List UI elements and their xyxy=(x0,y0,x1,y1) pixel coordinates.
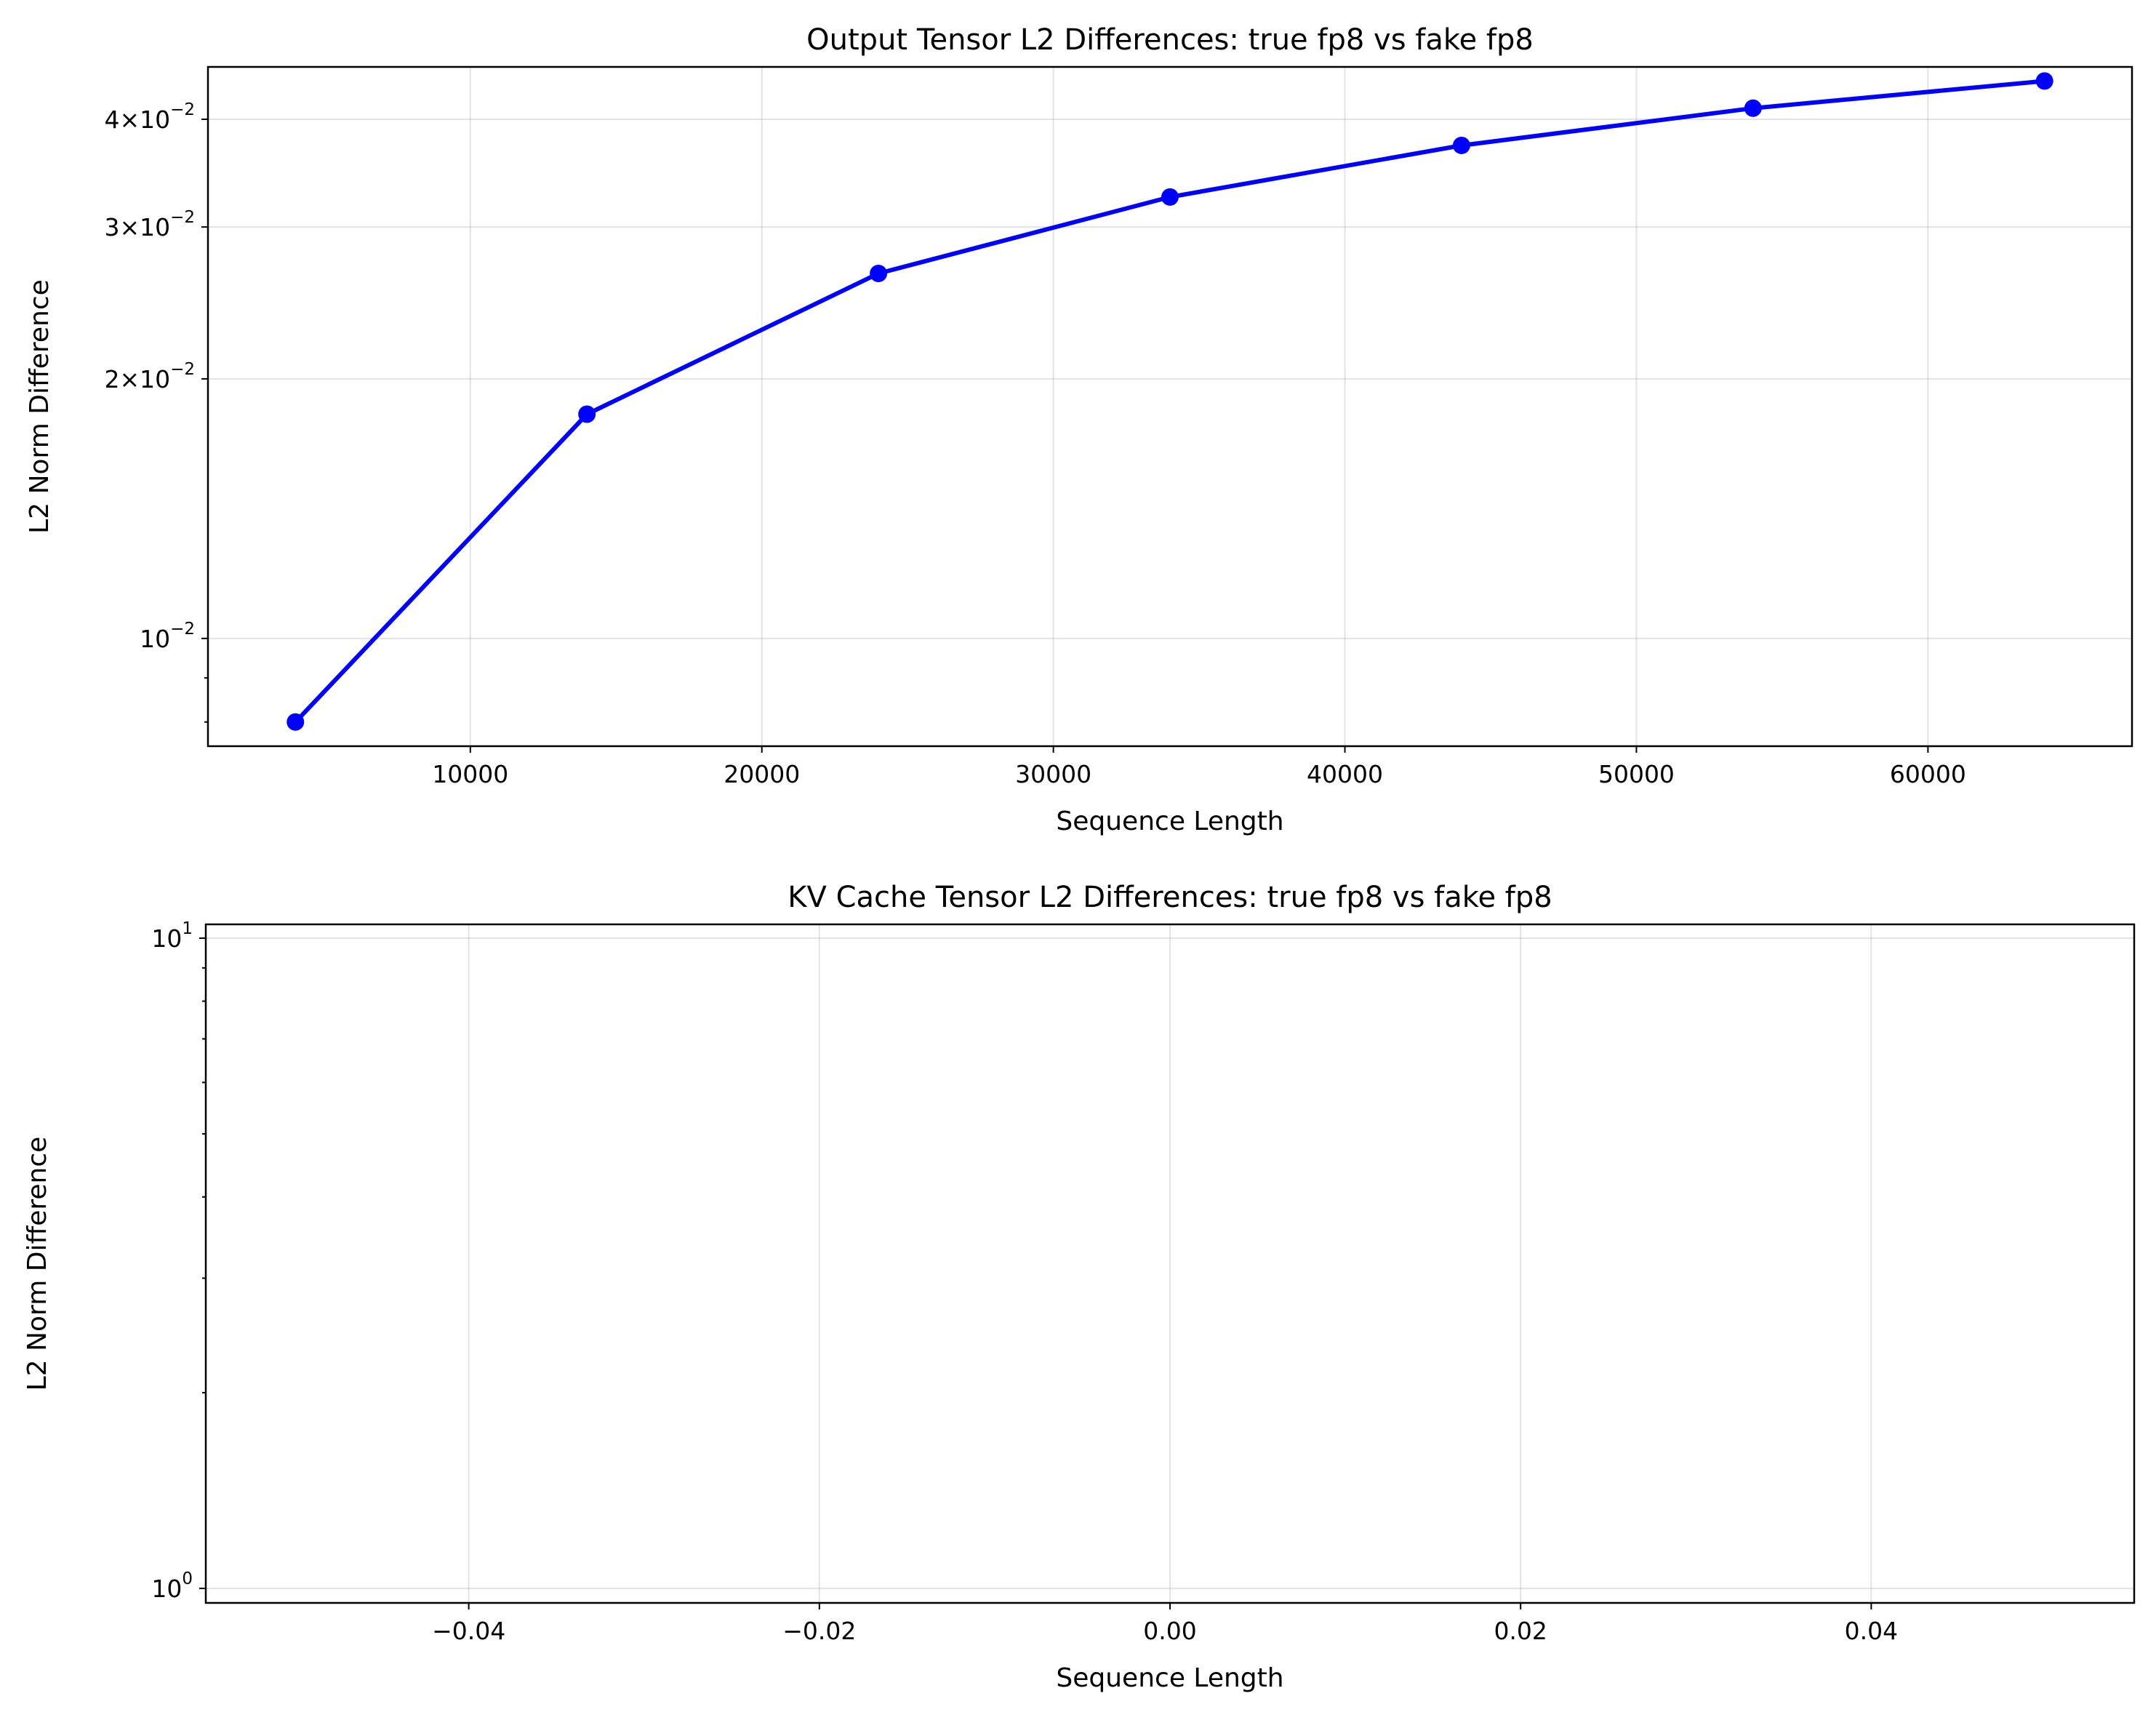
chart-title: KV Cache Tensor L2 Differences: true fp8… xyxy=(788,881,1552,914)
data-point xyxy=(578,405,596,423)
x-tick-label: 50000 xyxy=(1598,760,1675,788)
y-axis-label: L2 Norm Difference xyxy=(25,279,55,534)
y-tick-label: 100 xyxy=(151,1569,193,1603)
data-point xyxy=(1744,99,1762,117)
y-tick-label: 2×10−2 xyxy=(104,360,195,393)
y-tick-label: 4×10−2 xyxy=(104,100,195,134)
x-axis-label: Sequence Length xyxy=(1056,807,1283,836)
kv-cache-tensor-chart: −0.04 −0.02 0.00 0.02 0.04 100 101 KV Cache T… xyxy=(23,881,2136,1693)
x-tick-label: 30000 xyxy=(1015,760,1091,788)
y-axis-ticks: 100 101 xyxy=(151,919,206,1603)
chart-grid xyxy=(208,67,2132,746)
plot-frame xyxy=(207,65,2133,748)
y-axis-label: L2 Norm Difference xyxy=(23,1137,52,1391)
x-tick-label: 40000 xyxy=(1307,760,1383,788)
data-point xyxy=(2035,72,2053,90)
x-tick-label: 10000 xyxy=(432,760,508,788)
chart-series xyxy=(286,72,2053,731)
y-tick-label: 10−2 xyxy=(140,620,195,653)
chart-title: Output Tensor L2 Differences: true fp8 v… xyxy=(806,23,1534,57)
x-axis-ticks: −0.04 −0.02 0.00 0.02 0.04 xyxy=(432,1603,1898,1645)
chart-grid xyxy=(206,924,2134,1603)
x-tick-label: 60000 xyxy=(1890,760,1966,788)
x-tick-label: 0.04 xyxy=(1845,1617,1898,1645)
y-tick-label: 101 xyxy=(151,919,193,953)
x-tick-label: −0.02 xyxy=(782,1617,856,1645)
x-tick-label: 20000 xyxy=(724,760,800,788)
data-point xyxy=(1161,188,1179,206)
x-tick-label: 0.02 xyxy=(1494,1617,1547,1645)
x-tick-label: −0.04 xyxy=(432,1617,505,1645)
x-axis-ticks: 10000 20000 30000 40000 50000 60000 xyxy=(432,746,1966,788)
data-point xyxy=(286,713,305,731)
x-tick-label: 0.00 xyxy=(1143,1617,1196,1645)
data-point xyxy=(1452,136,1470,154)
output-tensor-chart: 10000 20000 30000 40000 50000 60000 10−2 2×10−… xyxy=(25,23,2133,836)
data-point xyxy=(870,264,888,282)
y-tick-label: 3×10−2 xyxy=(104,208,195,241)
x-axis-label: Sequence Length xyxy=(1056,1663,1283,1693)
y-axis-ticks: 10−2 2×10−2 3×10−2 4×10−2 xyxy=(104,100,208,723)
